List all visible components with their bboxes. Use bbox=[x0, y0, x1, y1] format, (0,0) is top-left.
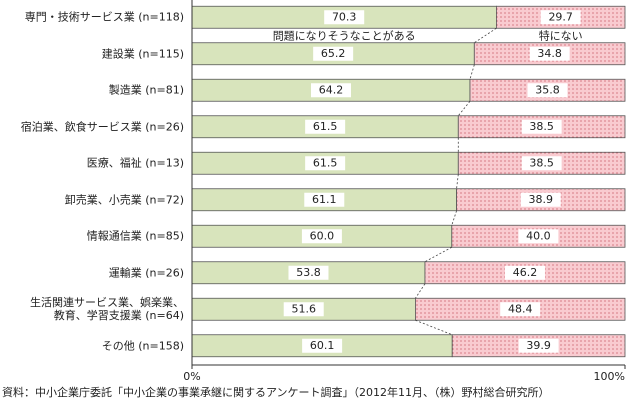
value-label-bg bbox=[504, 265, 545, 280]
value-label-bg bbox=[518, 229, 559, 244]
category-label: 運輸業 (n=26) bbox=[108, 266, 184, 280]
value-label: 61.1 bbox=[312, 193, 337, 206]
connector bbox=[456, 174, 459, 189]
value-label-bg bbox=[305, 156, 346, 171]
value-label: 51.6 bbox=[291, 302, 316, 315]
value-label-bg bbox=[304, 192, 345, 207]
value-label: 65.2 bbox=[321, 47, 346, 60]
connector bbox=[415, 319, 453, 336]
category-label: 建設業 (n=115) bbox=[101, 47, 184, 61]
value-label-bg bbox=[302, 338, 343, 353]
category-label: 製造業 (n=81) bbox=[108, 83, 184, 97]
value-label: 40.0 bbox=[526, 229, 551, 242]
value-label: 39.9 bbox=[526, 339, 551, 352]
connector bbox=[451, 210, 457, 226]
connector bbox=[474, 27, 497, 44]
connector bbox=[415, 283, 426, 299]
value-label-bg bbox=[521, 156, 562, 171]
value-label-bg bbox=[521, 119, 562, 134]
value-label-bg bbox=[529, 46, 570, 61]
category-label: 宿泊業、飲食サービス業 (n=26) bbox=[20, 120, 184, 134]
value-label: 29.7 bbox=[548, 10, 573, 23]
legend-label: 特にない bbox=[539, 28, 583, 42]
connector bbox=[457, 100, 471, 117]
value-label-bg bbox=[324, 10, 365, 25]
category-label: その他 (n=158) bbox=[101, 339, 184, 353]
value-label-bg bbox=[310, 83, 351, 98]
value-label-bg bbox=[301, 229, 342, 244]
value-label: 38.9 bbox=[529, 193, 554, 206]
value-label: 61.5 bbox=[313, 156, 338, 169]
legend-label: 問題になりそうなことがある bbox=[273, 28, 416, 42]
value-label-bg bbox=[540, 10, 581, 25]
category-label: 生活関連サービス業、娯楽業、 教育、学習支援業 (n=64) bbox=[30, 296, 184, 323]
x-tick-label: 0% bbox=[183, 370, 200, 383]
value-label: 46.2 bbox=[513, 266, 538, 279]
category-label: 卸売業、小売業 (n=72) bbox=[64, 193, 184, 207]
value-label: 35.8 bbox=[535, 83, 560, 96]
value-label: 60.1 bbox=[310, 339, 335, 352]
value-label-bg bbox=[518, 338, 559, 353]
connector bbox=[469, 64, 475, 80]
source: 資料：中小企業庁委託「中小企業の事業承継に関するアンケート調査」（2012年11… bbox=[2, 385, 550, 399]
value-label-bg bbox=[305, 119, 346, 134]
value-label: 48.4 bbox=[508, 302, 533, 315]
value-label-bg bbox=[520, 192, 561, 207]
value-label-bg bbox=[527, 83, 568, 98]
value-label: 60.0 bbox=[310, 229, 335, 242]
category-label: 情報通信業 (n=85) bbox=[86, 229, 184, 243]
value-label: 38.5 bbox=[529, 120, 554, 133]
value-label-bg bbox=[313, 46, 354, 61]
value-label: 64.2 bbox=[319, 83, 344, 96]
value-label: 34.8 bbox=[537, 47, 562, 60]
connector bbox=[424, 246, 452, 263]
x-tick-label: 100% bbox=[594, 370, 625, 383]
value-label: 61.5 bbox=[313, 120, 338, 133]
category-label: 専門・技術サービス業 (n=118) bbox=[24, 10, 184, 24]
value-label-bg bbox=[500, 302, 541, 317]
value-label: 53.8 bbox=[296, 266, 321, 279]
value-label: 38.5 bbox=[529, 156, 554, 169]
category-label: 医療、福祉 (n=13) bbox=[86, 156, 184, 170]
value-label-bg bbox=[288, 265, 329, 280]
value-label-bg bbox=[283, 302, 324, 317]
value-label: 70.3 bbox=[332, 10, 357, 23]
